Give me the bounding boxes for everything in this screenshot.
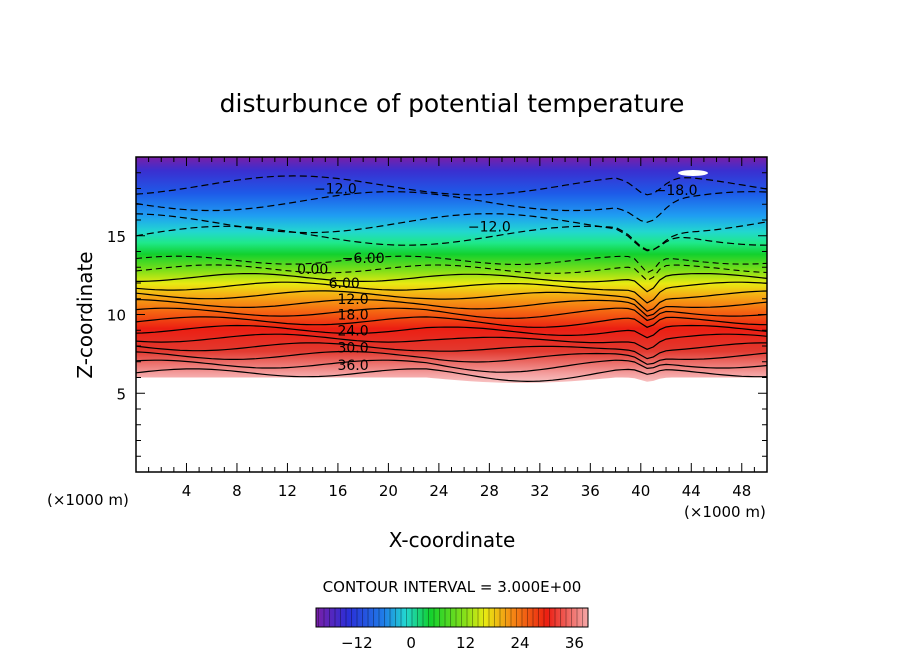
- x-tick-label: 8: [232, 482, 242, 500]
- temperature-field: [136, 157, 767, 383]
- contour-line: [136, 316, 767, 328]
- x-axis-label: X-coordinate: [389, 528, 516, 552]
- colorbar-tick-label: 0: [406, 634, 416, 652]
- contour-label: 0.00: [297, 262, 328, 278]
- colorbar-tick-label: 24: [510, 634, 529, 652]
- colorbar: −12 0 12 24 36: [315, 607, 589, 652]
- y-tick-label: 5: [116, 385, 126, 403]
- contour-interval-text: CONTOUR INTERVAL = 3.000E+00: [323, 578, 582, 596]
- x-tick-label: 16: [328, 482, 347, 500]
- contour-label: −12.0: [314, 182, 357, 198]
- x-tick-label: 20: [379, 482, 398, 500]
- y-axis-label: Z-coordinate: [73, 251, 97, 378]
- contour-label: −6.00: [342, 251, 385, 267]
- x-tick-label: 44: [682, 482, 701, 500]
- x-axis: 4 8 12 16 20 24 28 32 36 40 44 48: [148, 157, 755, 500]
- contour-line: [136, 333, 767, 350]
- contour-line: [136, 359, 767, 373]
- contour-label: 30.0: [337, 341, 368, 357]
- colorbar-tick-label: −12: [341, 634, 373, 652]
- contour-line: [136, 191, 767, 223]
- y-tick-label: 15: [107, 228, 126, 246]
- contour-line: [136, 307, 767, 322]
- x-tick-label: 36: [581, 482, 600, 500]
- contour-label: 36.0: [337, 358, 368, 374]
- contour-label: 12.0: [337, 292, 368, 308]
- y-axis: 5 10 15: [107, 172, 767, 457]
- y-tick-label: 10: [107, 307, 126, 325]
- contour-label: 6.00: [329, 276, 360, 292]
- x-unit-right: (×1000 m): [684, 503, 766, 521]
- contour-line: [136, 273, 767, 293]
- contour-label: −12.0: [468, 219, 511, 235]
- colorbar-tick-label: 36: [565, 634, 584, 652]
- x-tick-label: 48: [732, 482, 751, 500]
- x-tick-label: 12: [278, 482, 297, 500]
- contour-labels: −12.0 −18.0 −12.0 −6.00 0.006.0012.018.024.0…: [297, 182, 697, 374]
- contour-line: [136, 298, 767, 317]
- x-tick-label: 24: [429, 482, 448, 500]
- contour-line: [136, 281, 767, 304]
- plot-area: −12.0 −18.0 −12.0 −6.00 0.006.0012.018.024.0…: [136, 157, 767, 383]
- contour-line: [136, 342, 767, 360]
- contour-label: 24.0: [337, 323, 368, 339]
- minimum-blob: [678, 170, 708, 176]
- x-tick-label: 4: [182, 482, 192, 500]
- chart-title: disturbunce of potential temperature: [220, 89, 685, 118]
- colorbar-ticks: −12 0 12 24 36: [341, 634, 584, 652]
- contour-label: 18.0: [337, 308, 368, 324]
- x-unit-left: (×1000 m): [47, 491, 129, 509]
- contour-lines: [136, 175, 767, 383]
- contour-line: [136, 324, 767, 339]
- x-tick-label: 32: [530, 482, 549, 500]
- contour-line: [136, 255, 767, 274]
- contour-line: [136, 368, 767, 383]
- colorbar-tick-label: 12: [456, 634, 475, 652]
- x-tick-label: 28: [480, 482, 499, 500]
- contour-line: [136, 350, 767, 365]
- contour-line: [136, 264, 767, 282]
- contour-line: [136, 290, 767, 312]
- contour-line: [136, 225, 767, 251]
- contour-label: −18.0: [655, 183, 698, 199]
- x-tick-label: 40: [631, 482, 650, 500]
